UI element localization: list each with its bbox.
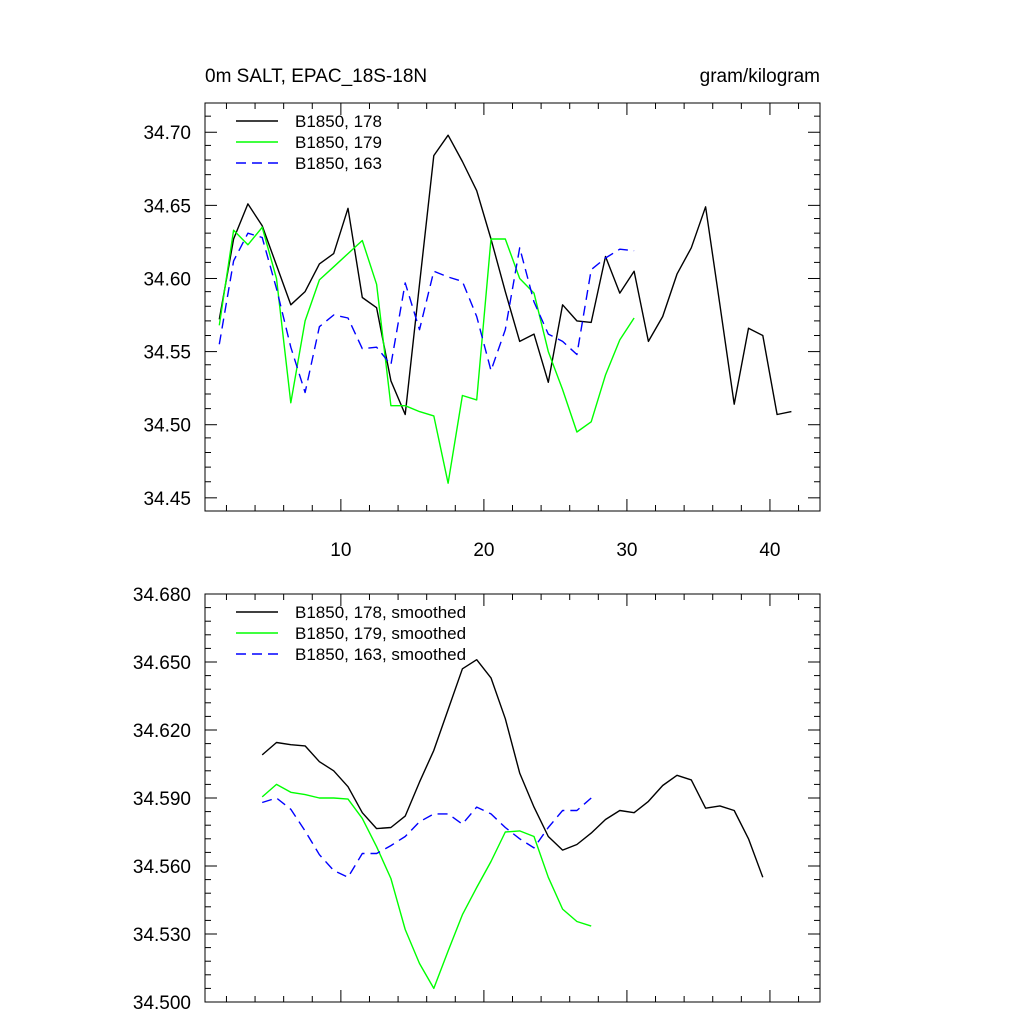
bottom-axis-ticks: 34.500 34.530 34.560 34.590 34.620 34.650 34.6… [133,585,820,1014]
top-legend-label: B1850, 178 [295,112,382,131]
top-series-line-3 [218,232,635,394]
bottom-y-tick-label: 34.530 [133,925,191,946]
top-x-tick-label: 40 [759,540,780,561]
top-legend-label: B1850, 163 [295,154,382,173]
bottom-series-line-2 [261,783,592,990]
top-y-tick-label: 34.50 [143,416,191,437]
bottom-series-line-1 [261,659,764,878]
bottom-y-tick-label: 34.590 [133,789,191,810]
units-label: gram/kilogram [700,66,820,87]
top-series-line-2 [218,226,635,484]
top-legend-label: B1850, 179 [295,133,382,152]
top-x-tick-label: 10 [330,540,351,561]
top-x-tick-label: 20 [473,540,494,561]
top-axis-ticks: 10 20 30 40 34.45 34.50 34.55 34.60 34.65 34.70 [143,103,820,561]
top-panel: 10 20 30 40 34.45 34.50 34.55 34.60 34.65 34.70 B… [143,102,821,561]
bottom-legend: B1850, 178, smoothed B1850, 179, smoothed… [236,603,466,664]
top-y-tick-label: 34.45 [143,489,191,510]
top-legend: B1850, 178 B1850, 179 B1850, 163 [236,112,382,173]
bottom-y-tick-label: 34.620 [133,721,191,742]
bottom-legend-label: B1850, 179, smoothed [295,624,466,643]
top-y-tick-label: 34.60 [143,269,191,290]
top-series-lines [218,134,792,484]
top-series-line-1 [218,134,792,416]
bottom-y-tick-label: 34.500 [133,993,191,1014]
bottom-series-lines [261,659,764,990]
top-x-tick-label: 30 [616,540,637,561]
bottom-legend-label: B1850, 163, smoothed [295,645,466,664]
bottom-legend-label: B1850, 178, smoothed [295,603,466,622]
top-y-tick-label: 34.70 [143,123,191,144]
bottom-series-line-3 [261,797,592,878]
bottom-y-tick-label: 34.560 [133,857,191,878]
bottom-y-tick-label: 34.680 [133,585,191,606]
bottom-panel: 34.500 34.530 34.560 34.590 34.620 34.650 34.6… [133,585,821,1014]
top-y-tick-label: 34.55 [143,343,191,364]
bottom-y-tick-label: 34.650 [133,653,191,674]
top-y-tick-label: 34.65 [143,196,191,217]
chart-title: 0m SALT, EPAC_18S-18N [205,66,427,87]
